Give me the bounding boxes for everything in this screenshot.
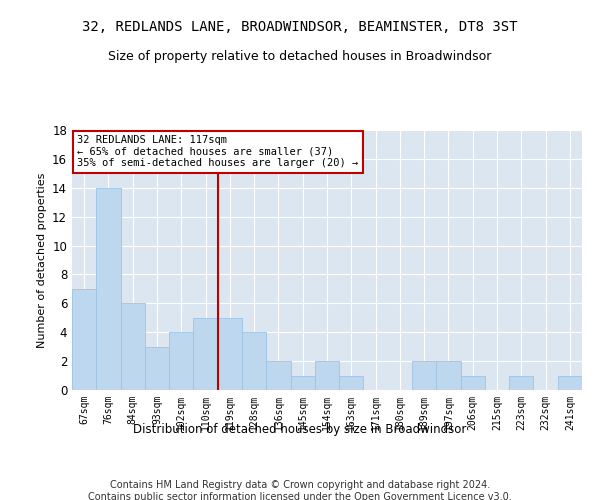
Bar xyxy=(266,361,290,390)
Text: Contains HM Land Registry data © Crown copyright and database right 2024.
Contai: Contains HM Land Registry data © Crown c… xyxy=(88,480,512,500)
Bar xyxy=(412,361,436,390)
Bar xyxy=(145,346,169,390)
Text: 32 REDLANDS LANE: 117sqm
← 65% of detached houses are smaller (37)
35% of semi-d: 32 REDLANDS LANE: 117sqm ← 65% of detach… xyxy=(77,135,358,168)
Text: Distribution of detached houses by size in Broadwindsor: Distribution of detached houses by size … xyxy=(133,422,467,436)
Bar xyxy=(509,376,533,390)
Bar xyxy=(218,318,242,390)
Bar xyxy=(461,376,485,390)
Bar xyxy=(193,318,218,390)
Bar xyxy=(290,376,315,390)
Bar xyxy=(169,332,193,390)
Bar xyxy=(339,376,364,390)
Text: 32, REDLANDS LANE, BROADWINDSOR, BEAMINSTER, DT8 3ST: 32, REDLANDS LANE, BROADWINDSOR, BEAMINS… xyxy=(82,20,518,34)
Text: Size of property relative to detached houses in Broadwindsor: Size of property relative to detached ho… xyxy=(109,50,491,63)
Bar xyxy=(121,304,145,390)
Bar xyxy=(96,188,121,390)
Bar xyxy=(242,332,266,390)
Bar xyxy=(558,376,582,390)
Bar xyxy=(436,361,461,390)
Bar xyxy=(315,361,339,390)
Y-axis label: Number of detached properties: Number of detached properties xyxy=(37,172,47,348)
Bar xyxy=(72,289,96,390)
